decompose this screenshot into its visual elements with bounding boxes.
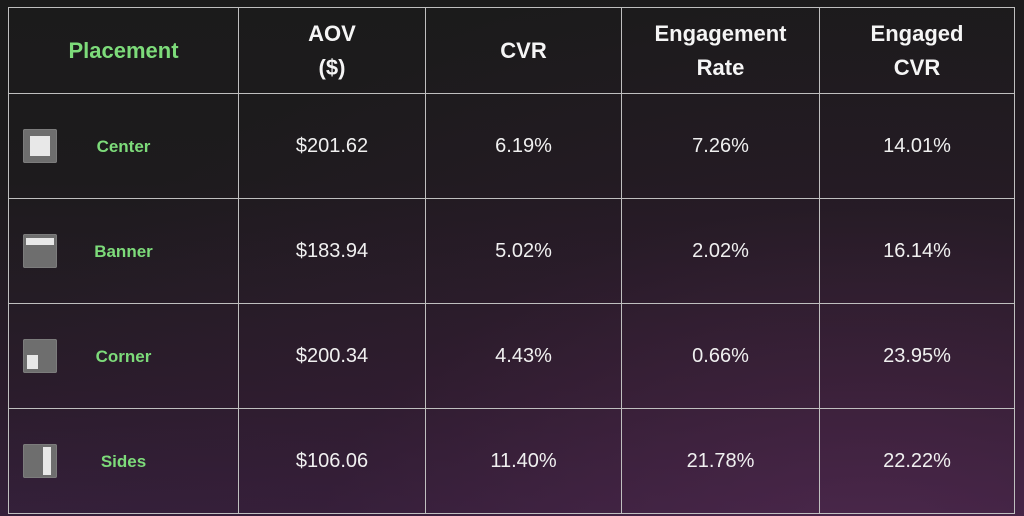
placement-cell: Center xyxy=(8,93,239,199)
center-placement-icon xyxy=(23,129,57,163)
aov-cell: $183.94 xyxy=(238,198,426,304)
cvr-cell: 4.43% xyxy=(425,303,622,409)
aov-cell: $201.62 xyxy=(238,93,426,199)
placement-metrics-table: Placement AOV ($) CVR Engagement Rate En… xyxy=(8,7,1015,514)
engagement-rate-cell: 0.66% xyxy=(621,303,820,409)
column-header-engagement-rate-label: Engagement Rate xyxy=(654,20,787,80)
engagement-rate-cell: 7.26% xyxy=(621,93,820,199)
table-body: Center $201.62 6.19% 7.26% 14.01% Banner… xyxy=(8,93,1015,514)
engagement-rate-cell: 2.02% xyxy=(621,198,820,304)
table-row: Corner $200.34 4.43% 0.66% 23.95% xyxy=(8,303,1015,409)
placement-cell: Banner xyxy=(8,198,239,304)
column-header-engaged-cvr-label: Engaged CVR xyxy=(870,20,964,80)
aov-cell: $106.06 xyxy=(238,408,426,514)
table-row: Banner $183.94 5.02% 2.02% 16.14% xyxy=(8,198,1015,304)
banner-placement-icon xyxy=(23,234,57,268)
column-header-aov: AOV ($) xyxy=(238,7,426,94)
engaged-cvr-cell: 14.01% xyxy=(819,93,1015,199)
header-row: Placement AOV ($) CVR Engagement Rate En… xyxy=(8,7,1015,94)
placement-cell: Corner xyxy=(8,303,239,409)
cvr-cell: 5.02% xyxy=(425,198,622,304)
table-header: Placement AOV ($) CVR Engagement Rate En… xyxy=(8,7,1015,94)
column-header-engaged-cvr: Engaged CVR xyxy=(819,7,1015,94)
cvr-cell: 11.40% xyxy=(425,408,622,514)
table-row: Center $201.62 6.19% 7.26% 14.01% xyxy=(8,93,1015,199)
placement-cell: Sides xyxy=(8,408,239,514)
placement-name: Sides xyxy=(100,451,147,471)
column-header-cvr-label: CVR xyxy=(500,37,547,63)
engaged-cvr-cell: 22.22% xyxy=(819,408,1015,514)
sides-placement-icon xyxy=(23,444,57,478)
column-header-aov-label: AOV ($) xyxy=(308,20,356,80)
cvr-cell: 6.19% xyxy=(425,93,622,199)
corner-placement-icon xyxy=(23,339,57,373)
placement-name: Banner xyxy=(94,241,153,261)
placement-name: Center xyxy=(96,136,151,156)
column-header-cvr: CVR xyxy=(425,7,622,94)
engaged-cvr-cell: 23.95% xyxy=(819,303,1015,409)
aov-cell: $200.34 xyxy=(238,303,426,409)
placement-name: Corner xyxy=(95,346,152,366)
column-header-placement: Placement xyxy=(8,7,239,94)
column-header-placement-label: Placement xyxy=(68,37,179,63)
table-row: Sides $106.06 11.40% 21.78% 22.22% xyxy=(8,408,1015,514)
engagement-rate-cell: 21.78% xyxy=(621,408,820,514)
engaged-cvr-cell: 16.14% xyxy=(819,198,1015,304)
column-header-engagement-rate: Engagement Rate xyxy=(621,7,820,94)
